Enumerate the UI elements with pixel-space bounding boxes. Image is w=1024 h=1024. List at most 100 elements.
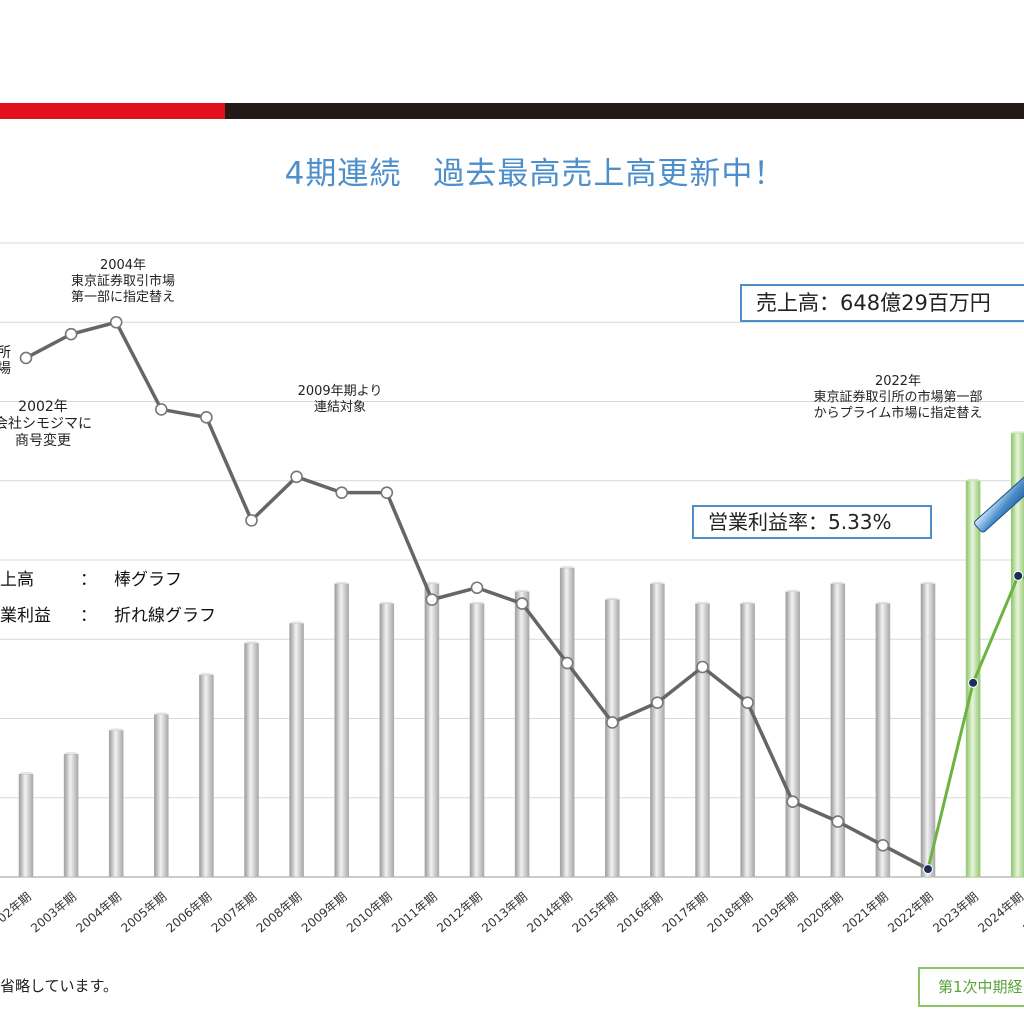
trend-arrow-icon <box>974 470 1024 533</box>
x-tick-label: 2004年期 <box>73 890 124 936</box>
sales-bar <box>244 642 259 878</box>
x-tick-label: 2017年期 <box>660 890 711 936</box>
x-tick-label: 2023年期 <box>930 890 981 936</box>
sales-bar <box>740 603 755 878</box>
x-tick-label: 2013年期 <box>479 890 530 936</box>
profit-point <box>923 864 933 875</box>
annotation-2004-year: 2004年 <box>99 258 147 273</box>
x-tick-label: 2005年期 <box>118 890 169 936</box>
top-bar-red <box>0 103 225 119</box>
sales-bar-cap <box>605 597 620 600</box>
profit-point <box>651 696 664 709</box>
sales-bar <box>785 591 801 878</box>
profit-point <box>786 795 800 809</box>
profit-point <box>109 315 123 329</box>
x-tick-label: 2010年期 <box>344 890 395 936</box>
x-tick-label: 2012年期 <box>434 890 485 936</box>
sales-bars <box>18 431 1024 878</box>
profit-point <box>605 716 619 729</box>
sales-bar <box>379 603 395 878</box>
sales-bar-cap <box>19 771 33 774</box>
annotation-2022: 2022年 東京証券取引所の市場第一部 からプライム市場に指定替え <box>788 374 1008 422</box>
annotation-early: 所 場 <box>0 345 14 377</box>
sales-bar <box>559 567 575 878</box>
profit-point <box>470 581 484 595</box>
sales-bar-cap <box>424 581 439 584</box>
x-tick-label: 2003年期 <box>28 890 79 936</box>
annotation-2022-year: 2022年 <box>874 374 922 389</box>
profit-line-plan <box>926 574 1024 870</box>
profit-point <box>741 696 754 709</box>
profit-point <box>245 514 258 527</box>
legend-profit-colon: ： <box>80 606 97 626</box>
margin-callout: 営業利益率：5.33% <box>692 505 932 539</box>
page-title: 4期連続 過去最高売上高更新中！ <box>284 156 786 192</box>
sales-bar <box>650 583 665 878</box>
sales-bar <box>469 603 485 878</box>
sales-bar <box>199 674 214 878</box>
profit-point <box>64 327 78 341</box>
x-tick-label: 2014年期 <box>524 890 575 936</box>
sales-bar-cap <box>650 581 665 584</box>
sales-bar <box>63 753 79 878</box>
annotation-early-line2: 場 <box>0 361 11 377</box>
x-tick-label: 2002年期 <box>0 890 34 936</box>
legend-sales: 上高 ： 棒グラフ <box>0 565 182 590</box>
x-tick-label: 2021年期 <box>840 890 891 936</box>
mid-term-plan-label: 第1次中期経 <box>918 967 1024 1007</box>
profit-point <box>200 411 213 424</box>
sales-bar-cap <box>560 565 575 568</box>
sales-bar-cap <box>289 621 304 624</box>
profit-point <box>696 660 709 674</box>
gridlines <box>0 242 1024 878</box>
sales-bar-cap <box>470 601 484 604</box>
x-tick-label: 2008年期 <box>254 890 305 936</box>
sales-bar-cap <box>154 712 169 715</box>
sales-bar-cap <box>875 601 890 604</box>
annotation-2009-line1: 2009年期より <box>297 384 383 399</box>
sales-bar <box>875 603 891 878</box>
sales-bar <box>18 773 34 878</box>
profit-point <box>515 597 529 610</box>
profit-point <box>380 486 394 499</box>
profit-point <box>19 351 33 365</box>
x-axis-ticks: 2002年期2003年期2004年期2005年期2006年期2007年期2008… <box>0 890 1024 936</box>
x-tick-label: 2006年期 <box>164 890 215 936</box>
top-bar-dark <box>225 103 1024 119</box>
annotation-2002: 2002年 会社シモジマに 商号変更 <box>0 399 108 450</box>
sales-bar-cap <box>109 728 124 731</box>
footnote: 省略しています。 <box>0 977 119 995</box>
profit-point <box>1013 570 1024 581</box>
annotation-2022-line2: からプライム市場に指定替え <box>813 406 983 421</box>
annotation-2004-line2: 第一部に指定替え <box>70 290 175 305</box>
legend-profit-label: 業利益 <box>0 606 51 626</box>
sales-bar-cap <box>199 672 214 675</box>
sales-bar <box>108 730 124 878</box>
sales-callout: 売上高：648億29百万円 <box>740 284 1024 322</box>
annotation-2002-line2: 商号変更 <box>15 433 71 449</box>
sales-bar <box>604 599 620 878</box>
x-tick-label: 2024年期 <box>975 890 1024 936</box>
x-tick-label: 2016年期 <box>615 890 666 936</box>
x-tick-label: 2019年期 <box>750 890 801 936</box>
annotation-2002-year: 2002年 <box>18 399 68 415</box>
annotation-2022-line1: 東京証券取引所の市場第一部 <box>813 390 983 405</box>
sales-bar-cap <box>515 589 530 592</box>
annotation-2004: 2004年 東京証券取引市場 第一部に指定替え <box>53 258 193 306</box>
x-tick-label: 2011年期 <box>389 890 440 936</box>
x-tick-label: 2020年期 <box>795 890 846 936</box>
sales-bar-cap <box>785 589 800 592</box>
profit-point <box>831 815 845 828</box>
profit-point <box>425 593 439 606</box>
legend-sales-colon: ： <box>80 570 97 590</box>
sales-bar-cap <box>334 581 349 584</box>
annotation-2009: 2009年期より 連結対象 <box>280 384 400 416</box>
legend-sales-desc: 棒グラフ <box>114 570 182 590</box>
annotation-2002-line1: 会社シモジマに <box>0 416 92 432</box>
sales-bar <box>695 603 710 878</box>
profit-line-group <box>19 315 1024 875</box>
legend-profit-desc: 折れ線グラフ <box>114 606 216 626</box>
sales-bar-cap <box>695 601 710 604</box>
sales-bar <box>424 583 440 878</box>
